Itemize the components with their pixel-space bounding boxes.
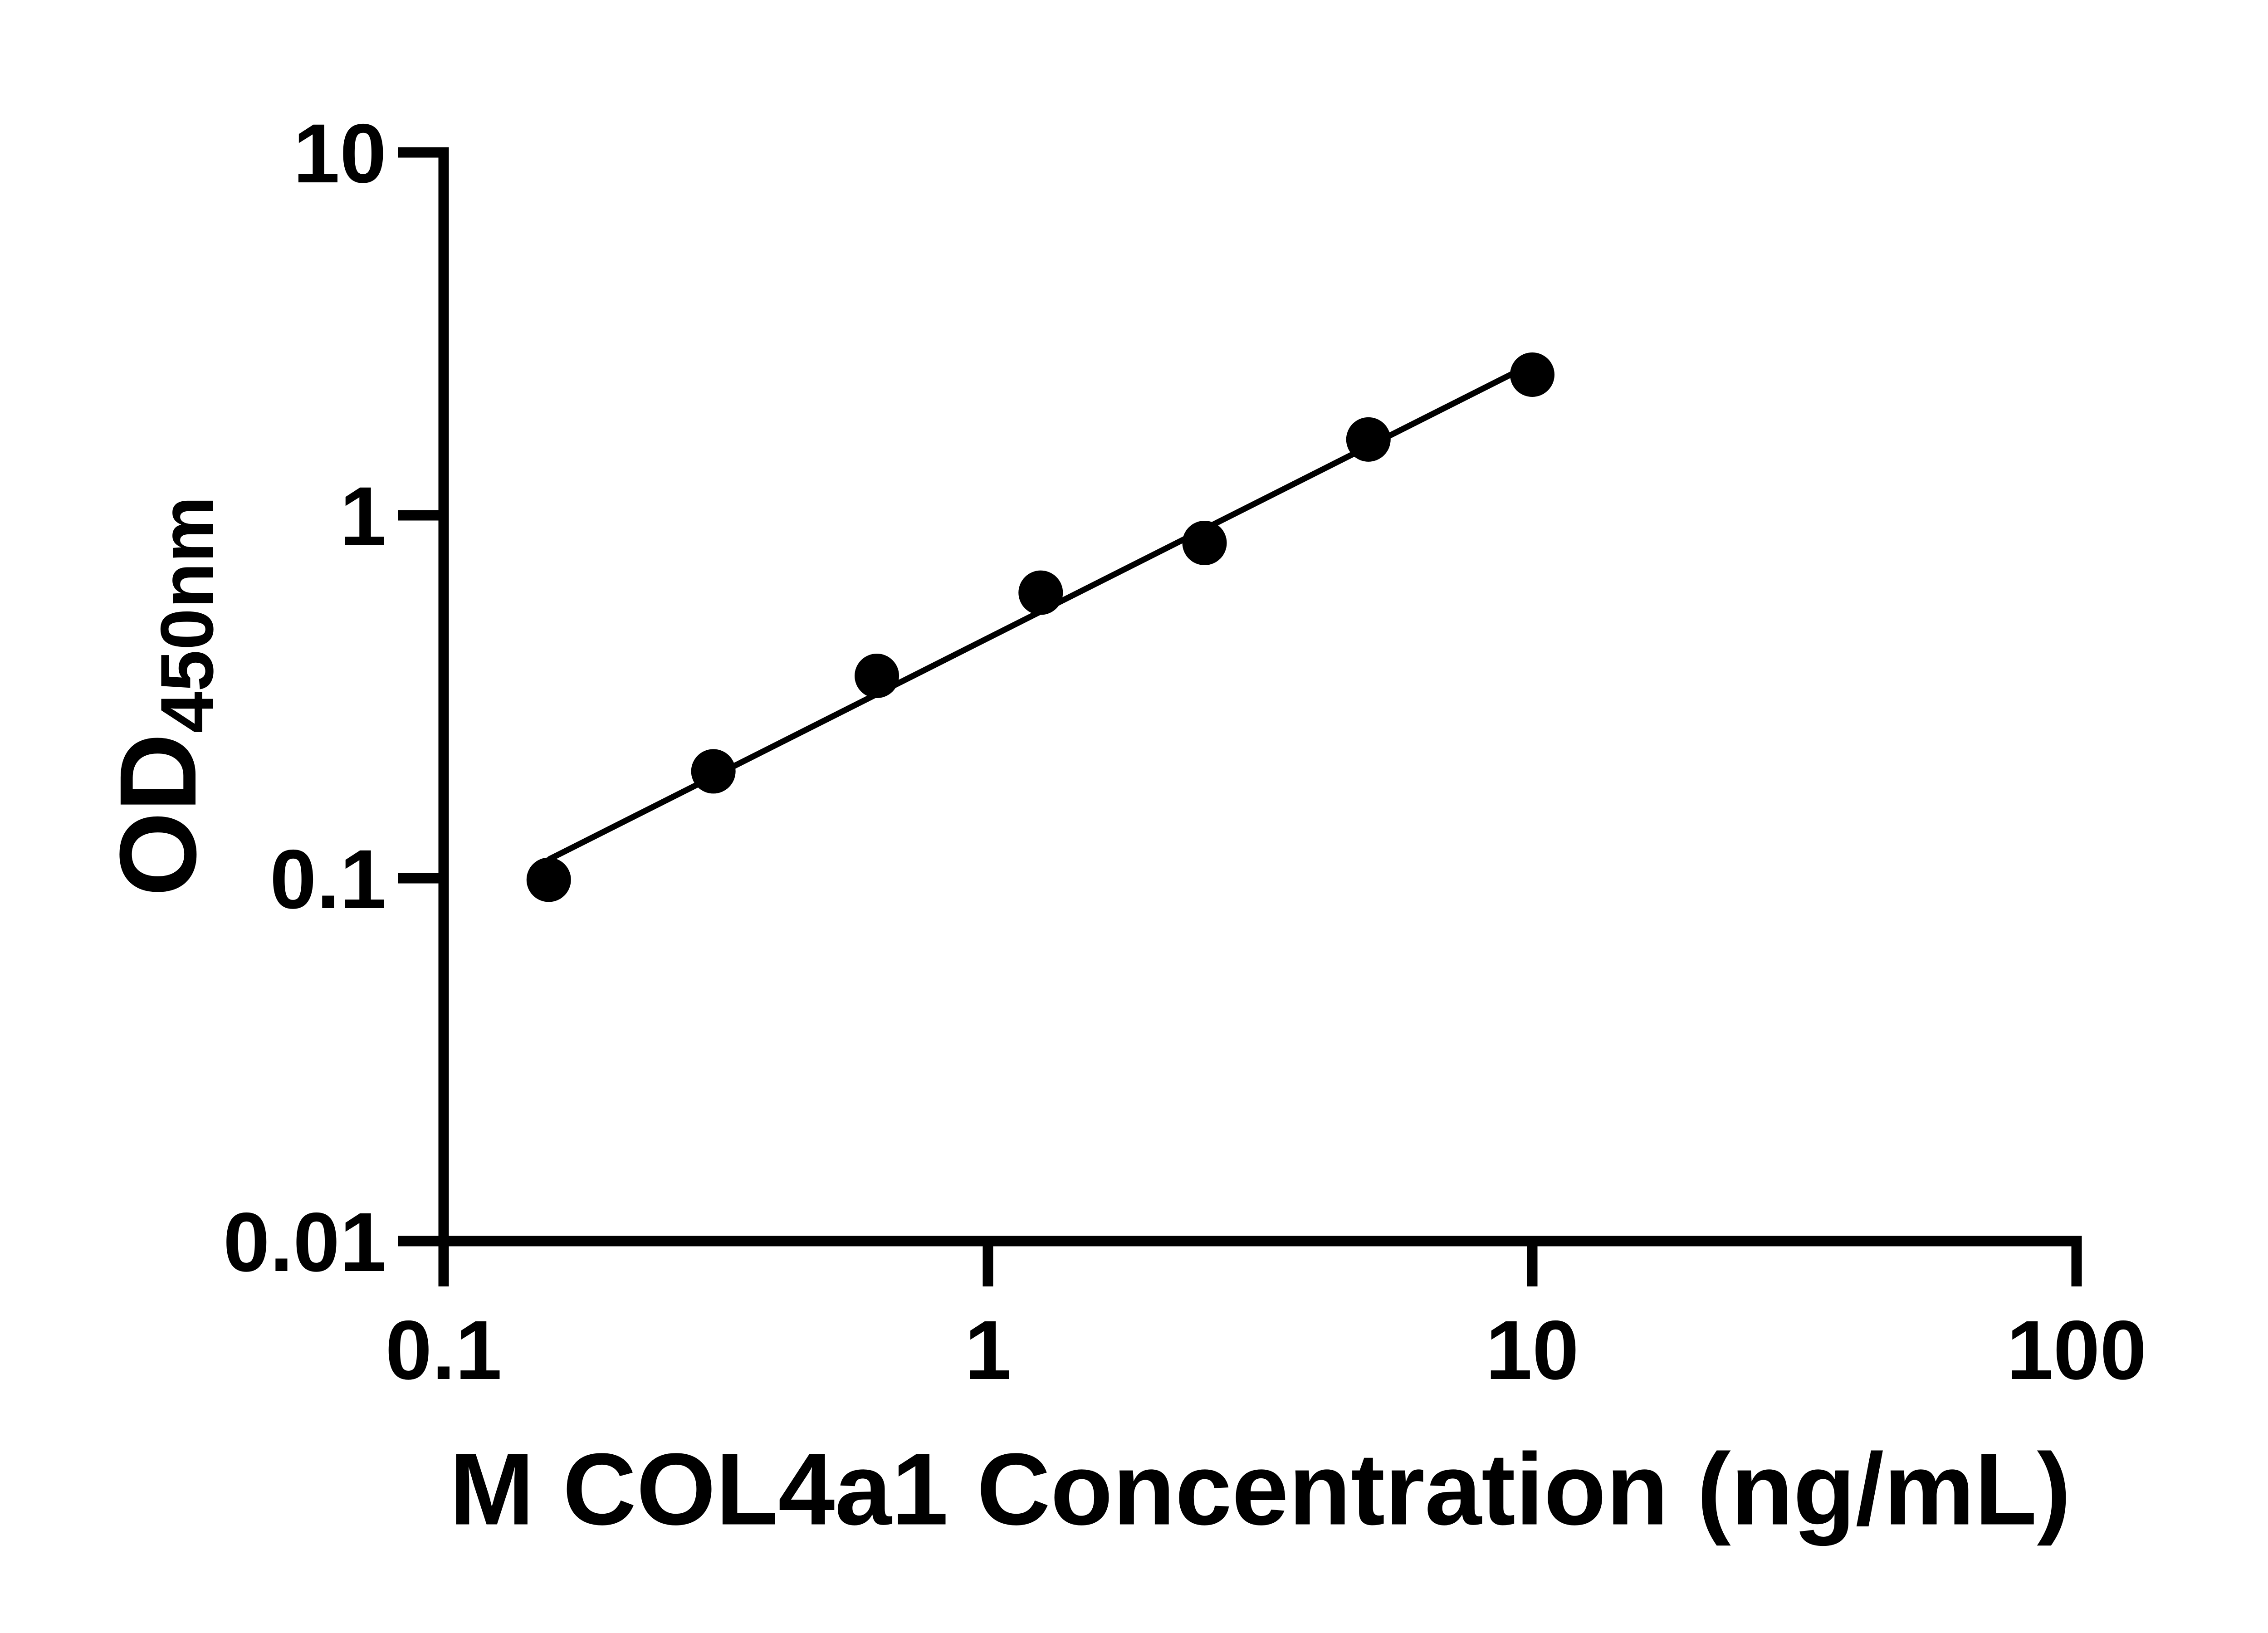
y-axis-title-main: OD — [97, 733, 219, 897]
y-tick-label: 0.01 — [223, 1196, 386, 1289]
data-point — [1346, 417, 1391, 462]
y-tick-label: 0.1 — [270, 833, 386, 926]
y-axis-title-subscript: 450nm — [145, 496, 229, 733]
y-tick-label: 1 — [340, 470, 386, 563]
y-tick-label: 10 — [293, 107, 386, 200]
y-axis-title: OD450nm — [95, 496, 229, 897]
x-tick-label: 100 — [2007, 1304, 2147, 1397]
x-axis-title: M COL4a1 Concentration (ng/mL) — [449, 1432, 2071, 1546]
data-point — [1510, 352, 1554, 397]
data-point — [855, 653, 899, 698]
x-tick-label: 10 — [1486, 1304, 1579, 1397]
data-point — [1018, 570, 1063, 615]
x-tick-label: 1 — [965, 1304, 1012, 1397]
data-point — [526, 857, 571, 902]
data-point — [691, 749, 736, 794]
x-tick-label: 0.1 — [385, 1304, 502, 1397]
data-point — [1182, 520, 1227, 565]
